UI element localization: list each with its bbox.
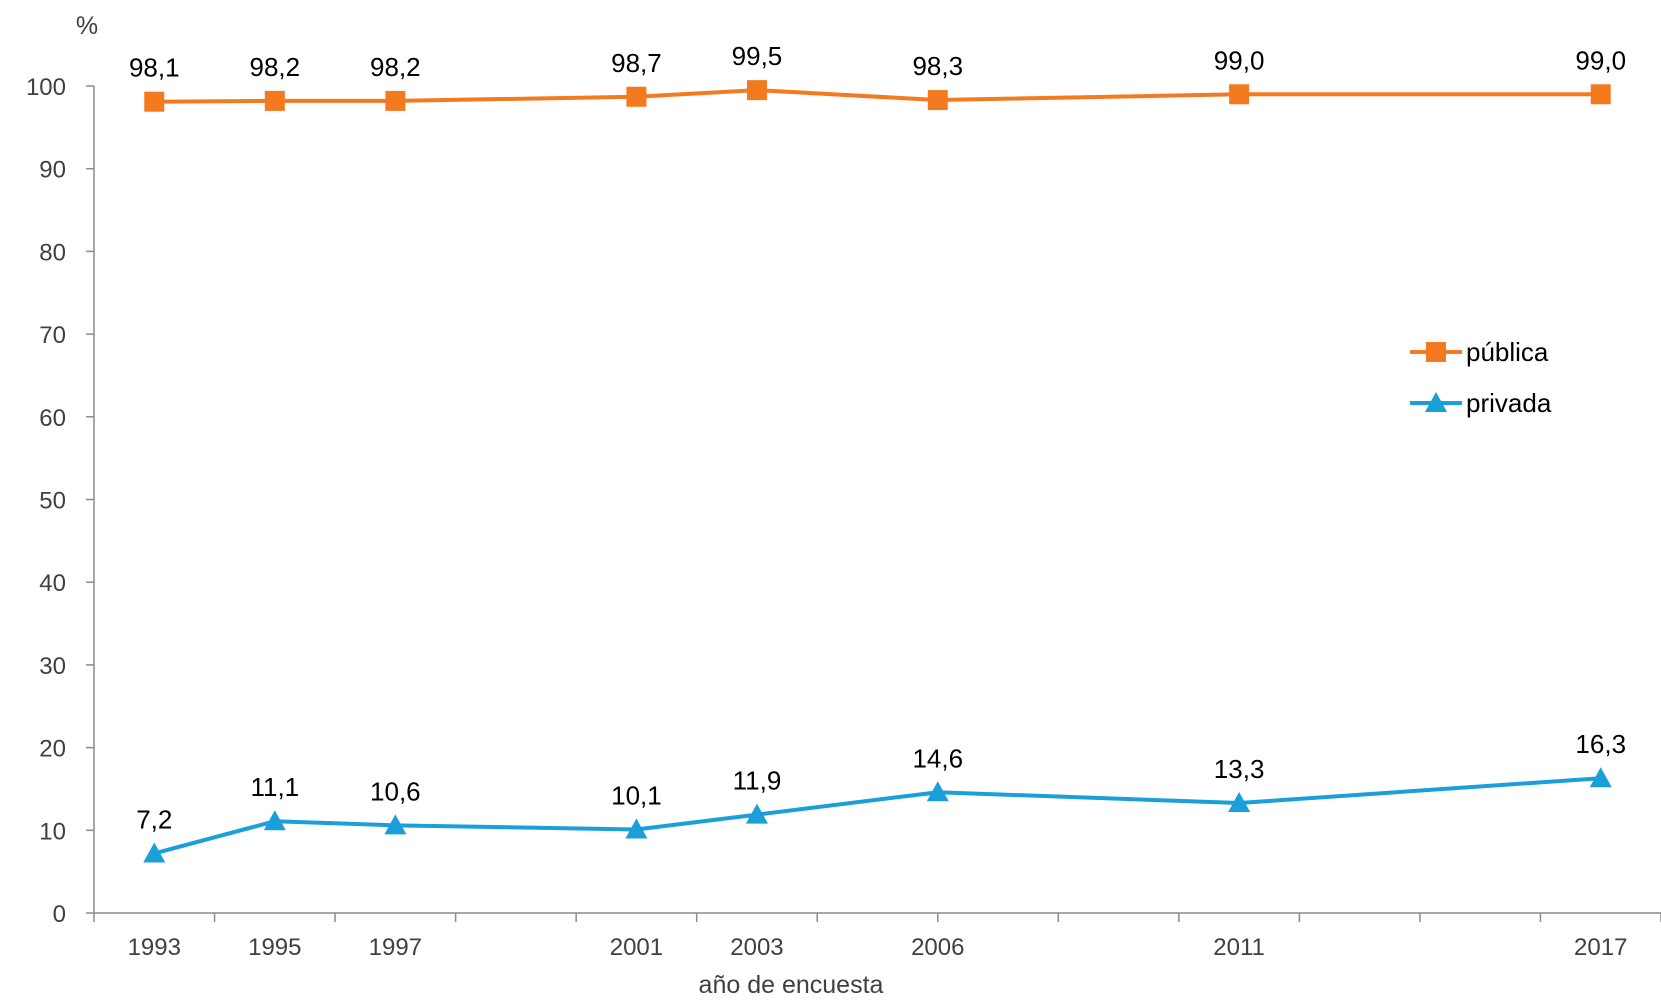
data-label-privada: 7,2 [136,804,172,834]
data-label-publica: 98,2 [370,52,421,82]
y-tick-label: 50 [39,488,66,515]
series-layer: 98,1 98,2 98,2 98,7 99,5 98,3 99,0 99,0 7,2 11,1 1… [129,41,1626,863]
legend: pública privada [1410,337,1552,418]
data-point-privada [745,803,768,824]
data-label-privada: 13,3 [1214,754,1265,784]
x-axis-title: año de encuesta [699,971,884,999]
y-tick-label: 0 [53,901,66,928]
y-tick-label: 20 [39,736,66,763]
data-label-privada: 11,1 [250,772,299,802]
data-point-publica [144,91,165,112]
data-label-publica: 98,2 [250,52,301,82]
data-point-publica [385,90,406,111]
data-label-privada: 11,9 [733,766,782,796]
legend-item-publica: pública [1410,337,1549,367]
data-label-publica: 98,3 [912,51,963,81]
data-point-publica [1229,84,1250,105]
x-tick-label: 1993 [128,934,181,961]
data-point-privada [263,810,286,831]
legend-marker [1426,342,1446,362]
data-point-publica [927,90,948,111]
data-point-privada [926,781,949,802]
series-privada: 7,2 11,1 10,6 10,1 11,9 14,6 13,3 16,3 [136,729,1626,863]
data-label-publica: 98,7 [611,48,662,78]
x-tick-label: 2003 [730,934,783,961]
data-label-privada: 10,6 [370,776,421,806]
data-point-publica [746,80,767,101]
data-label-publica: 99,0 [1214,45,1265,75]
y-tick-label: 40 [39,570,66,597]
y-axis-ticks: 0 10 20 30 40 50 60 70 80 90 100 [26,74,94,928]
data-label-publica: 98,1 [129,53,180,83]
data-point-publica [1590,84,1611,105]
series-publica: 98,1 98,2 98,2 98,7 99,5 98,3 99,0 99,0 [129,41,1626,112]
data-label-publica: 99,0 [1575,45,1626,75]
x-tick-label: 1995 [248,934,301,961]
series-line-publica [154,88,1601,104]
x-tick-label: 2001 [610,934,663,961]
data-label-publica: 99,5 [732,41,783,71]
y-tick-label: 100 [26,74,66,101]
legend-marker [1425,392,1447,412]
y-tick-label: 80 [39,239,66,266]
legend-item-privada: privada [1410,388,1552,418]
x-tick-label: 2011 [1213,934,1265,961]
data-point-privada [625,818,648,839]
data-point-privada [1228,792,1251,813]
data-label-privada: 10,1 [611,780,662,810]
series-line-privada [153,776,1601,856]
data-label-privada: 16,3 [1575,729,1626,759]
legend-label: pública [1466,337,1549,367]
data-label-privada: 14,6 [912,743,963,773]
data-point-publica [626,86,647,107]
y-tick-label: 90 [39,157,66,184]
data-point-privada [143,842,166,863]
data-point-privada [1589,767,1612,788]
x-axis-ticks: 1993 1995 1997 2001 2003 2006 2011 2017 [93,913,1661,961]
y-tick-label: 10 [39,818,66,845]
y-tick-label: 30 [39,653,66,680]
data-point-publica [264,90,285,111]
data-point-privada [384,814,407,835]
legend-label: privada [1466,388,1552,418]
x-tick-label: 2006 [911,934,964,961]
y-tick-label: 60 [39,405,66,432]
x-tick-label: 1997 [369,934,422,961]
y-tick-label: 70 [39,322,66,349]
y-axis-title: % [76,12,98,40]
x-tick-label: 2017 [1574,934,1627,961]
